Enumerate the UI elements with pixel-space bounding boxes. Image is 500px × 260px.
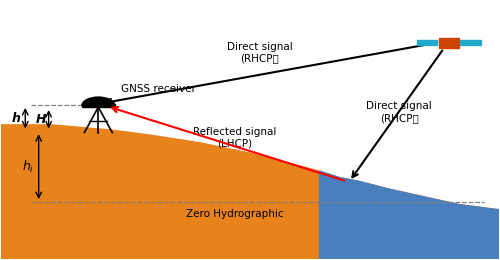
Wedge shape <box>82 97 115 106</box>
Text: $h_i$: $h_i$ <box>22 159 34 175</box>
Bar <box>460 40 480 45</box>
Polygon shape <box>2 125 498 259</box>
Polygon shape <box>320 171 498 259</box>
Text: GNSS receiver: GNSS receiver <box>120 84 196 94</box>
Text: h: h <box>12 112 20 125</box>
Text: H: H <box>36 113 46 126</box>
Bar <box>439 38 459 48</box>
Text: Reflected signal
(LHCP): Reflected signal (LHCP) <box>194 127 277 148</box>
Text: Zero Hydrographic: Zero Hydrographic <box>186 209 284 219</box>
Bar <box>416 40 438 45</box>
Text: Direct signal
(RHCP）: Direct signal (RHCP） <box>227 42 293 64</box>
Bar <box>82 104 115 107</box>
Text: Direct signal
(RHCP）: Direct signal (RHCP） <box>366 101 432 123</box>
